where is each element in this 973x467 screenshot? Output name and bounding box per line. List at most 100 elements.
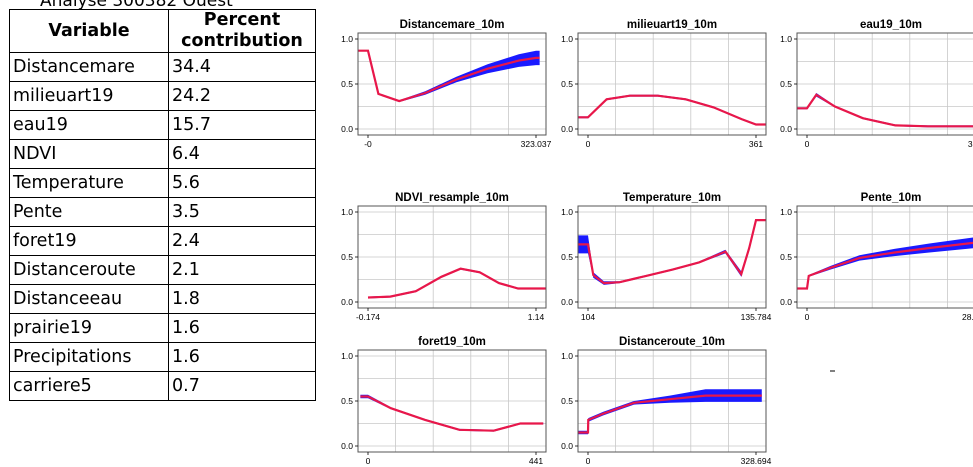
y-tick-label: 0.5 [780,252,792,262]
response-curve-panel: foret19_10m 0.0 0.5 1.0 0 441 [341,336,547,466]
table-header-row: Variable Percent contribution [9,9,316,53]
x-tick-label: 104 [581,312,595,322]
percent-cell: 6.4 [168,139,316,169]
table-row: foret19 2.4 [9,226,316,256]
table-row: Distancemare 34.4 [9,52,316,82]
table-row: NDVI 6.4 [9,139,316,169]
y-tick-label: 0.5 [561,79,573,89]
confidence-band [358,50,540,102]
y-tick-label: 0.5 [341,252,353,262]
response-curve-panel: Distancemare_10m 0.0 0.5 1.0 -0 323.037 [341,19,551,149]
x-tick-label: 323.037 [521,139,552,149]
response-curve-panel: milieuart19_10m 0.0 0.5 1.0 0 361 [561,19,767,149]
table-row: prairie19 1.6 [9,313,316,343]
confidence-band [360,394,544,432]
panel-title: Distanceroute_10m [619,336,725,348]
panel-title: eau19_10m [860,19,922,31]
response-curve-panel: Pente_10m 0.0 0.5 1.0 0 28.822 [780,192,973,322]
y-tick-label: 0.0 [341,297,353,307]
variable-cell: carriere5 [9,371,169,401]
y-tick-label: 1.0 [341,351,353,361]
response-curve-panel: NDVI_resample_10m 0.0 0.5 1.0 -0.174 1.14 [341,192,547,322]
mean-response-line [797,93,973,128]
x-tick-label: 361 [968,139,973,149]
y-tick-label: 0.0 [561,124,573,134]
y-tick-label: 0.0 [780,124,792,134]
variable-cell: milieuart19 [9,81,169,111]
panel-title: Distancemare_10m [400,19,505,31]
y-tick-label: 0.0 [561,441,573,451]
mean-response-line [358,49,540,103]
y-tick-label: 1.0 [561,351,573,361]
x-tick-label: 1.14 [528,312,545,322]
y-tick-label: 1.0 [780,34,792,44]
x-tick-label: 441 [529,456,543,466]
y-tick-label: 0.5 [341,79,353,89]
confidence-band [578,389,762,435]
y-tick-label: 1.0 [561,207,573,217]
y-tick-label: 1.0 [561,34,573,44]
y-tick-label: 1.0 [341,34,353,44]
mean-response-line [578,394,762,434]
header-percent-line2: contribution [181,31,303,51]
x-tick-label: 328.694 [741,456,772,466]
mean-response-line [578,219,766,285]
table-row: carriere5 0.7 [9,371,316,401]
panel-title: foret19_10m [418,336,486,348]
response-curve-panel: Distanceroute_10m 0.0 0.5 1.0 0 328.694 [561,336,771,466]
confidence-band [797,237,973,290]
percent-cell: 2.4 [168,226,316,256]
response-curve-panel: Temperature_10m 0.0 0.5 1.0 104 135.784 [561,192,772,322]
x-tick-label: -0 [364,139,372,149]
table-row: milieuart19 24.2 [9,81,316,111]
header-percent-line1: Percent [203,10,281,30]
variable-cell: prairie19 [9,313,169,343]
x-tick-label: 0 [805,139,810,149]
mean-response-line [797,241,973,290]
confidence-band [368,267,546,299]
x-tick-label: 361 [749,139,763,149]
header-variable: Variable [9,9,169,53]
table-row: Distanceeau 1.8 [9,284,316,314]
panel-title: Temperature_10m [623,192,721,204]
x-tick-label: 0 [366,456,371,466]
variable-cell: foret19 [9,226,169,256]
contribution-table: Variable Percent contribution Distancema… [9,9,316,401]
x-tick-label: 0 [586,456,591,466]
x-tick-label: -0.174 [356,312,380,322]
percent-cell: 34.4 [168,52,316,82]
panel-title: NDVI_resample_10m [395,192,509,204]
variable-cell: Temperature [9,168,169,198]
x-tick-label: 28.822 [962,312,973,322]
header-percent-contribution: Percent contribution [168,9,316,53]
x-tick-label: 0 [805,312,810,322]
y-tick-label: 0.5 [341,396,353,406]
y-tick-label: 0.5 [561,396,573,406]
y-tick-label: 0.5 [780,79,792,89]
y-tick-label: 1.0 [341,207,353,217]
panel-title: milieuart19_10m [627,19,717,31]
table-row: Temperature 5.6 [9,168,316,198]
y-tick-label: 1.0 [780,207,792,217]
y-tick-label: 0.0 [341,441,353,451]
response-curve-panel: eau19_10m 0.0 0.5 1.0 0 361 [780,19,973,149]
mean-response-line [578,94,766,126]
y-tick-label: 0.0 [561,297,573,307]
percent-cell: 2.1 [168,255,316,285]
table-row: Pente 3.5 [9,197,316,227]
x-tick-label: 135.784 [741,312,772,322]
mean-response-line [360,395,544,432]
percent-cell: 3.5 [168,197,316,227]
y-tick-label: 0.0 [780,297,792,307]
mean-response-line [367,267,546,299]
variable-cell: Distanceroute [9,255,169,285]
percent-cell: 5.6 [168,168,316,198]
percent-cell: 0.7 [168,371,316,401]
panel-title: Pente_10m [861,192,922,204]
x-tick-label: 0 [586,139,591,149]
percent-cell: 24.2 [168,81,316,111]
cutoff-heading: Analyse 300382 Ouest [40,0,233,11]
y-tick-label: 0.5 [561,252,573,262]
y-tick-label: 0.0 [341,124,353,134]
